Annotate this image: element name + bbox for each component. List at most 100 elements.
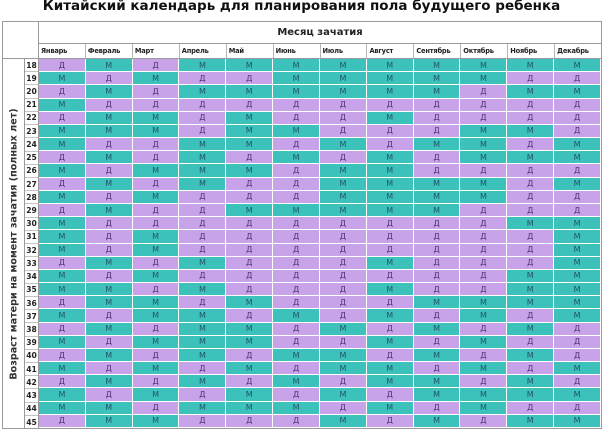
table-cell: Д xyxy=(319,98,367,112)
table-cell: Д xyxy=(85,309,133,323)
table-cell: М xyxy=(413,138,461,152)
table-cell: М xyxy=(319,190,367,204)
table-cell: М xyxy=(179,177,227,191)
table-cell: Д xyxy=(179,243,227,257)
table-cell: М xyxy=(226,296,274,310)
table-cell: Д xyxy=(460,98,508,112)
table-cell: М xyxy=(226,362,274,376)
table-cell: М xyxy=(413,190,461,204)
table-cell: М xyxy=(179,256,227,270)
table-cell: М xyxy=(39,217,86,231)
table-cell: М xyxy=(273,85,320,99)
table-cell: Д xyxy=(273,296,320,310)
table-cell: М xyxy=(85,59,133,73)
table-cell: Д xyxy=(460,164,508,178)
month-header-cell: Апрель xyxy=(180,44,227,58)
side-label-text: Возраст матери на момент зачатия (полных… xyxy=(8,107,19,380)
table-cell: М xyxy=(132,269,180,284)
table-cell: Д xyxy=(179,269,227,284)
table-cell: Д xyxy=(507,230,555,244)
table-cell: М xyxy=(413,296,461,310)
table-cell: М xyxy=(39,309,86,323)
table-cell: Д xyxy=(273,322,320,336)
table-cell: М xyxy=(85,124,133,139)
table-cell: М xyxy=(413,375,461,389)
table-cell: Д xyxy=(413,111,461,125)
table-cell: Д xyxy=(39,203,86,218)
table-cell: М xyxy=(460,124,508,139)
month-header-cell: Июнь xyxy=(274,44,321,58)
table-cell: Д xyxy=(85,164,133,178)
table-cell: Д xyxy=(460,230,508,244)
page-title: Китайский календарь для планирования пол… xyxy=(42,0,561,14)
table-cell: Д xyxy=(319,230,367,244)
table-cell: М xyxy=(85,151,133,165)
table-cell: М xyxy=(413,348,461,363)
table-cell: М xyxy=(507,296,555,310)
table-cell: Д xyxy=(132,375,180,389)
table-cell: М xyxy=(507,322,555,336)
table-cell: М xyxy=(460,309,508,323)
table-cell: Д xyxy=(179,111,227,125)
table-cell: Д xyxy=(132,217,180,231)
table-cell: Д xyxy=(319,283,367,297)
table-cell: Д xyxy=(179,190,227,204)
table-cell: М xyxy=(319,322,367,336)
table-cell: Д xyxy=(554,111,601,125)
table-cell: Д xyxy=(179,124,227,139)
table-cell: Д xyxy=(413,283,461,297)
table-cell: Д xyxy=(226,217,274,231)
age-cell: 43 xyxy=(25,389,38,403)
table-cell: Д xyxy=(273,269,320,284)
month-header-title: Месяц зачатия xyxy=(39,22,601,44)
table-cell: М xyxy=(460,296,508,310)
age-cell: 29 xyxy=(25,204,38,218)
table-cell: М xyxy=(39,269,86,284)
table-cell: М xyxy=(85,283,133,297)
age-cell: 34 xyxy=(25,271,38,284)
table-cell: М xyxy=(554,243,601,257)
age-cell: 25 xyxy=(25,152,38,165)
table-cell: М xyxy=(366,256,414,270)
age-cell: 32 xyxy=(25,244,38,258)
table-cell: Д xyxy=(507,309,555,323)
table-cell: Д xyxy=(319,217,367,231)
table-cell: М xyxy=(39,98,86,112)
table-cell: Д xyxy=(273,283,320,297)
table-cell: М xyxy=(507,124,555,139)
table-cell: Д xyxy=(507,190,555,204)
table-cell: Д xyxy=(132,322,180,336)
table-cell: Д xyxy=(179,414,227,428)
table-cell: Д xyxy=(226,375,274,389)
table-cell: М xyxy=(319,414,367,428)
table-cell: Д xyxy=(554,348,601,363)
table-cell: Д xyxy=(226,151,274,165)
table-cell: М xyxy=(273,151,320,165)
table-cell: Д xyxy=(273,111,320,125)
table-cell: Д xyxy=(273,243,320,257)
table-cell: Д xyxy=(554,190,601,204)
table-cell: Д xyxy=(273,98,320,112)
table-cell: М xyxy=(39,362,86,376)
table-cell: Д xyxy=(366,230,414,244)
age-column: 18 19 20 21 22 23 24 25 26 27 28 29 30 31 32 33 34 35 36 37… xyxy=(25,59,39,428)
table-cell: М xyxy=(85,296,133,310)
table-cell: Д xyxy=(460,269,508,284)
table-cell: Д xyxy=(319,335,367,349)
table-cell: Д xyxy=(85,190,133,204)
table-cell: М xyxy=(39,72,86,86)
table-cell: Д xyxy=(226,190,274,204)
age-cell: 22 xyxy=(25,112,38,126)
month-header-cell: Январь xyxy=(39,44,86,58)
table-cell: Д xyxy=(460,375,508,389)
table-cell: Д xyxy=(366,243,414,257)
table-cell: М xyxy=(132,72,180,86)
table-cell: Д xyxy=(460,85,508,99)
table-cell: М xyxy=(366,203,414,218)
table-cell: М xyxy=(413,85,461,99)
table-cell: М xyxy=(507,151,555,165)
table-cell: М xyxy=(554,362,601,376)
table-cell: Д xyxy=(39,151,86,165)
table-cell: Д xyxy=(413,269,461,284)
